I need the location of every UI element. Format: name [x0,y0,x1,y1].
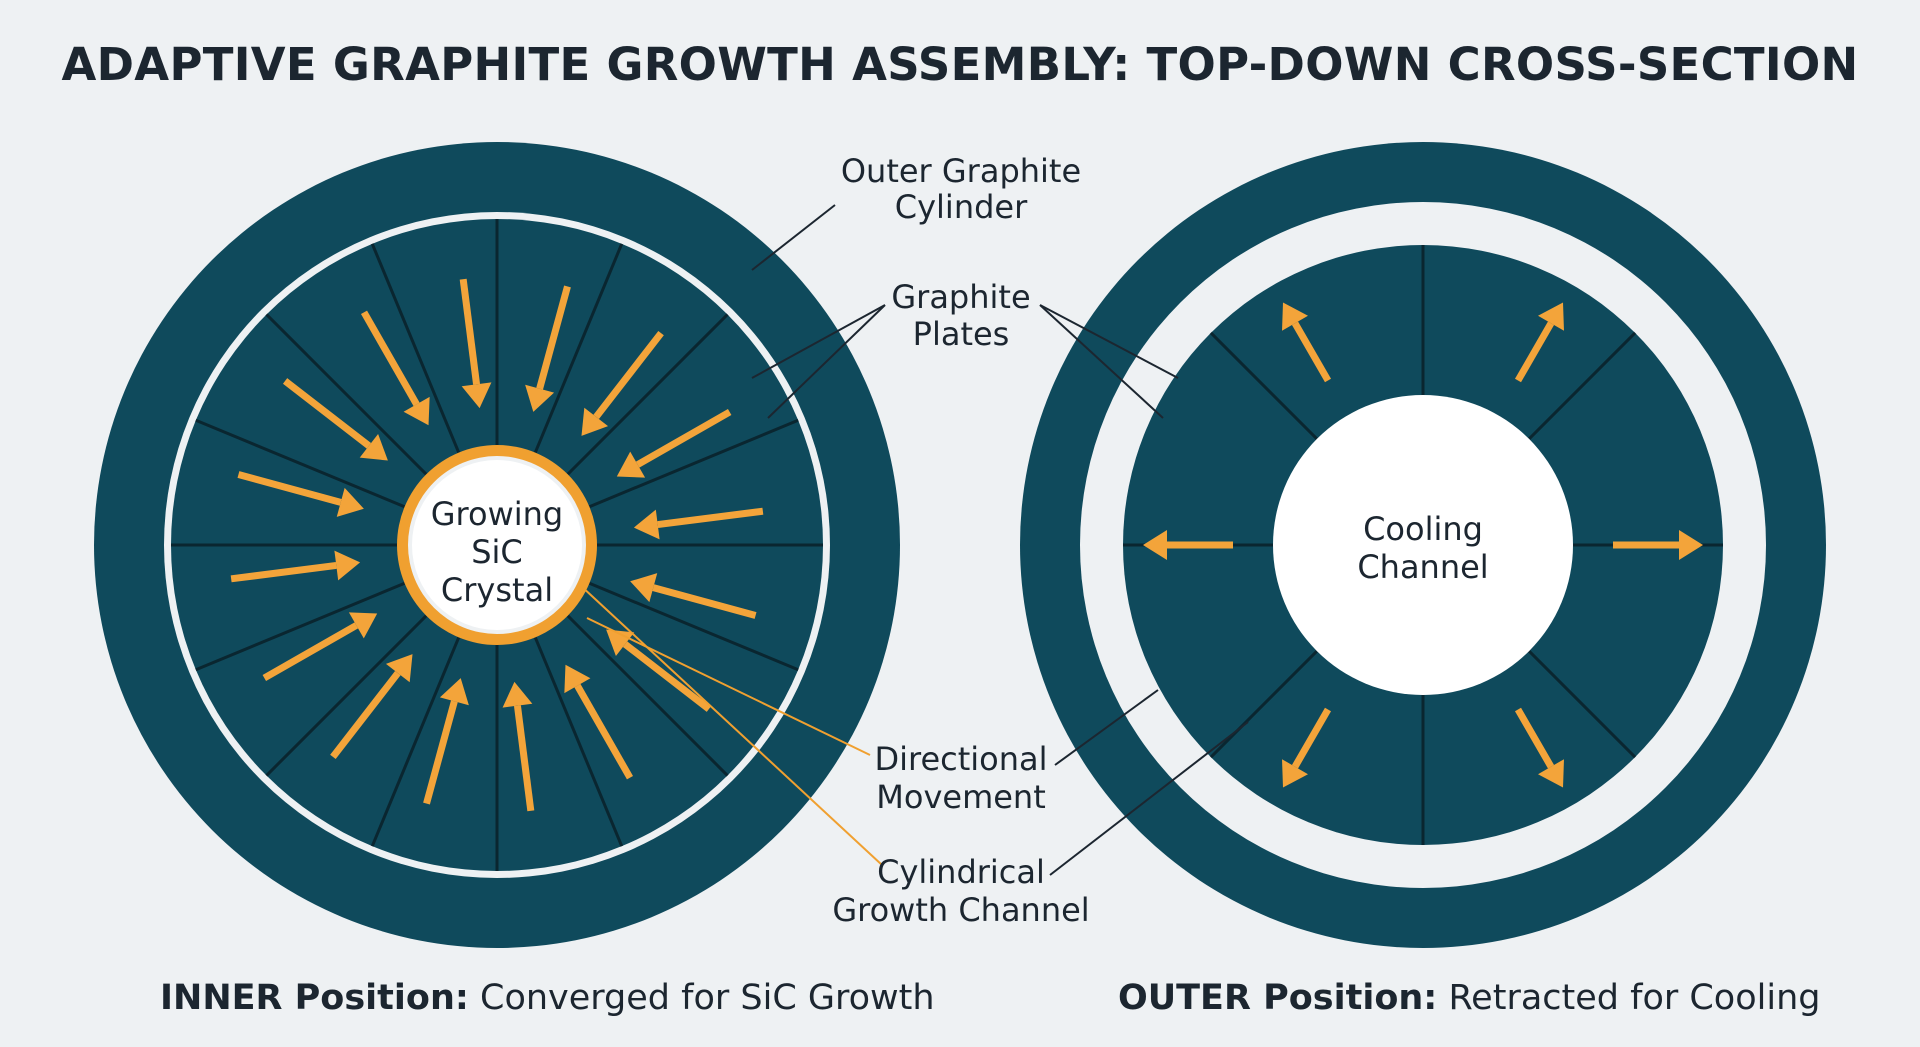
plate-separator-left-0 [533,243,624,454]
arrow-head-in-15 [461,382,492,409]
arrow-head-in-13 [359,433,388,461]
leader-movement-left [586,617,871,756]
caption-inner-text: Converged for SiC Growth [468,978,935,1018]
arrow-shaft-in-15 [459,278,481,385]
label-growth-channel-1: Cylindrical [877,853,1045,891]
arrow-shaft-in-8 [423,700,458,805]
arrow-shaft-in-5 [622,641,712,712]
arrow-head-out-0 [1282,302,1308,331]
arrow-head-out-4 [1282,759,1308,788]
label-growth-channel-2: Growth Channel [832,891,1089,929]
plate-separator-left-14 [370,243,461,454]
plate-separator-right-7 [1209,331,1318,440]
cooling-label-line1: Cooling [1363,510,1483,548]
leader-outer-cylinder [751,204,836,271]
arrow-shaft-in-12 [237,471,342,506]
plate-separator-left-5 [566,614,729,777]
arrow-head-in-4 [630,573,658,603]
caption-outer-text: Retracted for Cooling [1437,978,1821,1018]
crystal-label-line2: SiC [471,533,523,571]
label-directional-movement-1: Directional [874,740,1047,778]
arrow-shaft-out-0 [1291,321,1332,383]
arrow-head-in-3 [633,509,660,540]
arrow-head-in-9 [385,654,413,683]
plate-separator-left-4 [588,581,799,672]
crystal-label-line3: Crystal [441,571,553,609]
label-directional-movement-2: Movement [876,778,1046,816]
arrow-head-in-1 [581,407,609,436]
arrow-head-in-14 [403,396,430,426]
leader-plates-right-2 [1039,304,1164,419]
arrow-head-in-2 [616,451,646,478]
leader-plates-left-2 [767,304,886,419]
arrow-head-in-6 [564,664,591,694]
arrow-shaft-in-0 [536,285,571,390]
arrow-shaft-in-2 [635,408,732,468]
plate-separator-left-10 [195,581,406,672]
arrow-head-out-5 [1143,530,1167,560]
plate-separator-right-5 [1209,650,1318,759]
leader-plates-right-1 [1039,304,1179,379]
arrow-shaft-out-4 [1291,707,1332,769]
arrow-shaft-out-1 [1514,321,1555,383]
arrows-right [1143,302,1703,788]
cooling-channel [1273,395,1573,695]
leader-growth-channel-right [1049,721,1249,876]
left-assembly: Growing SiC Crystal [94,142,900,948]
arrow-shaft-in-13 [282,378,372,449]
plate-separator-left-8 [370,636,461,847]
plate-separator-left-1 [566,313,729,476]
callout-leaders-orange [579,584,883,866]
arrow-head-out-2 [1679,530,1703,560]
arrow-head-in-0 [525,384,555,412]
plate-separator-right-3 [1528,650,1637,759]
label-graphite-plates-1: Graphite [891,278,1030,316]
label-outer-cylinder-2: Cylinder [895,188,1028,226]
arrow-shaft-in-4 [652,584,757,619]
arrow-shaft-in-9 [330,670,401,760]
arrow-head-out-3 [1538,759,1564,788]
plate-separator-left-2 [588,418,799,509]
arrow-shaft-in-10 [262,622,359,682]
right-assembly: Cooling Channel [1020,142,1826,948]
arrow-head-in-7 [502,681,533,708]
leader-movement-right [1054,689,1159,766]
arrow-head-out-1 [1538,302,1564,331]
crystal-label-line1: Growing [431,495,563,533]
growth-channel [412,460,582,630]
caption-inner-position: INNER Position: Converged for SiC Growth [160,978,935,1018]
arrow-head-in-5 [606,629,635,657]
leader-growth-channel-left [579,584,883,866]
arrow-head-in-10 [348,612,378,639]
plate-separator-right-1 [1528,331,1637,440]
label-graphite-plates-2: Plates [913,315,1010,353]
arrow-shaft-out-3 [1514,707,1555,769]
plate-separator-left-12 [195,418,406,509]
arrow-shaft-in-6 [574,683,634,780]
arrow-shaft-in-7 [513,705,535,812]
arrow-shaft-in-3 [657,507,764,529]
cooling-label-line2: Channel [1357,548,1488,586]
callout-leaders [751,204,1249,876]
caption-outer-position: OUTER Position: Retracted for Cooling [1118,978,1820,1018]
callout-labels: Outer Graphite Cylinder Graphite Plates … [832,152,1089,929]
plate-separators-left [171,219,823,871]
page-title: ADAPTIVE GRAPHITE GROWTH ASSEMBLY: TOP-D… [61,38,1859,91]
arrow-head-in-12 [336,487,364,517]
arrows-left [230,278,764,812]
leader-plates-left-1 [751,304,886,379]
plate-separator-left-13 [265,313,428,476]
arrow-head-in-11 [334,550,361,581]
arrow-head-in-8 [439,678,469,706]
arrow-shaft-in-11 [230,561,337,583]
caption-inner-bold: INNER Position: [160,978,469,1018]
plate-separator-left-6 [533,636,624,847]
arrow-shaft-in-14 [360,310,420,407]
arrow-shaft-in-1 [593,330,664,420]
label-outer-cylinder-1: Outer Graphite [841,152,1081,190]
caption-outer-bold: OUTER Position: [1118,978,1438,1018]
plate-separator-left-9 [265,614,428,777]
